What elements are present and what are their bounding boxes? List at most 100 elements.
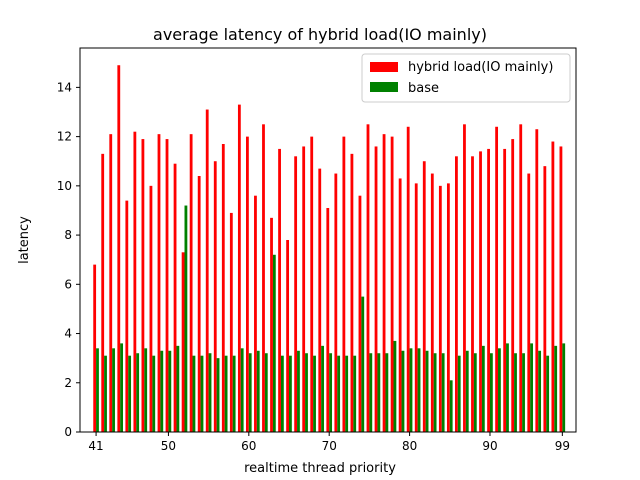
bar-base	[489, 353, 493, 432]
bar-hybrid-load	[221, 144, 225, 432]
x-tick-label: 50	[161, 439, 176, 453]
plot-frame	[79, 47, 577, 433]
bar-hybrid-load	[463, 124, 466, 432]
bar-base	[256, 350, 260, 432]
bar-hybrid-load	[406, 126, 410, 433]
bar-base	[280, 355, 284, 432]
bar-hybrid-load	[366, 124, 370, 432]
x-axis-label: realtime thread priority	[244, 461, 396, 476]
x-tick-label: 60	[241, 439, 256, 453]
bar-hybrid-load	[471, 156, 474, 432]
legend-box	[361, 53, 571, 103]
bar-hybrid-load	[503, 148, 507, 433]
bar-hybrid-load	[374, 146, 378, 432]
bar-base	[417, 348, 421, 432]
bar-hybrid-load	[350, 153, 354, 432]
y-tick-label: 8	[64, 228, 72, 242]
bar-hybrid-load	[205, 109, 209, 432]
bar-base	[192, 355, 196, 432]
bar-hybrid-load	[117, 65, 121, 432]
bar-base	[369, 353, 373, 432]
bar-hybrid-load	[157, 134, 161, 432]
bar-hybrid-load	[125, 200, 129, 432]
bar-base	[160, 350, 164, 432]
bar-base	[232, 355, 236, 432]
y-tick-label: 0	[64, 425, 72, 439]
chart-title: average latency of hybrid load(IO mainly…	[153, 25, 487, 44]
bar-base	[433, 353, 437, 432]
bar-base	[136, 353, 140, 432]
bar-hybrid-load	[398, 178, 402, 432]
bar-hybrid-load	[535, 129, 539, 433]
bar-hybrid-load	[237, 104, 241, 433]
bar-base	[112, 348, 115, 432]
bar-hybrid-load	[414, 183, 418, 432]
bar-hybrid-load	[246, 136, 249, 432]
bar-base	[465, 350, 469, 432]
bar-hybrid-load	[342, 136, 346, 432]
x-tick-label: 70	[322, 439, 337, 453]
x-axis-ticks: 41 50 60 70 80 90 99	[88, 432, 570, 453]
bar-base	[361, 296, 365, 432]
bar-base	[345, 355, 349, 432]
y-tick-label: 14	[57, 80, 72, 94]
bar-hybrid-load	[302, 146, 306, 432]
bar-base	[554, 345, 558, 432]
bar-hybrid-load	[430, 173, 434, 433]
bar-hybrid-load	[262, 124, 265, 432]
bar-base	[329, 353, 333, 432]
bar-base	[457, 355, 461, 432]
bar-base	[152, 355, 156, 432]
bar-hybrid-load	[326, 208, 330, 432]
bar-base	[313, 355, 316, 432]
bar-hybrid-load	[487, 148, 490, 433]
bar-hybrid-load	[310, 136, 314, 432]
bar-hybrid-load	[559, 146, 563, 432]
y-tick-label: 12	[57, 130, 72, 144]
bar-base	[546, 355, 550, 432]
bar-hybrid-load	[141, 139, 145, 432]
y-tick-label: 6	[64, 277, 72, 291]
bar-base	[216, 358, 220, 432]
bar-base	[562, 343, 566, 432]
bar-base	[425, 350, 429, 432]
bar-base	[128, 355, 132, 432]
legend-label-base: base	[408, 81, 439, 96]
bar-base	[522, 353, 525, 432]
bar-base	[184, 205, 188, 432]
bar-hybrid-load	[519, 124, 523, 432]
bar-hybrid-load	[109, 134, 113, 432]
bar-hybrid-load	[278, 148, 281, 433]
bar-base	[449, 380, 453, 432]
bar-base	[96, 348, 99, 432]
bar-hybrid-load	[165, 139, 169, 432]
x-tick-label: 41	[88, 439, 103, 453]
bar-hybrid-load	[294, 156, 298, 432]
bar-hybrid-load	[358, 195, 362, 432]
bar-hybrid-load	[270, 217, 273, 432]
bar-base	[530, 343, 533, 432]
bar-base	[224, 355, 228, 432]
y-axis-label: latency	[17, 216, 32, 264]
bar-base	[441, 353, 445, 432]
bar-base	[393, 340, 397, 432]
legend-swatch-base	[370, 82, 398, 92]
bar-hybrid-load	[382, 134, 386, 432]
bar-base	[120, 343, 123, 432]
legend: hybrid load(IO mainly) base	[361, 53, 571, 103]
bar-base	[264, 353, 268, 432]
bar-hybrid-load	[197, 176, 201, 432]
bar-base	[514, 353, 517, 432]
y-tick-label: 10	[57, 179, 72, 193]
bar-hybrid-load	[133, 131, 137, 432]
bar-base	[321, 345, 324, 432]
bar-base	[104, 355, 107, 432]
bar-hybrid-load	[438, 185, 442, 432]
bar-base	[144, 348, 148, 432]
bar-hybrid-load	[527, 173, 531, 433]
bars-group	[93, 65, 566, 433]
bar-base	[409, 348, 413, 432]
x-tick-label: 99	[555, 439, 570, 453]
legend-label-hybrid: hybrid load(IO mainly)	[408, 60, 553, 75]
bar-hybrid-load	[286, 240, 290, 432]
